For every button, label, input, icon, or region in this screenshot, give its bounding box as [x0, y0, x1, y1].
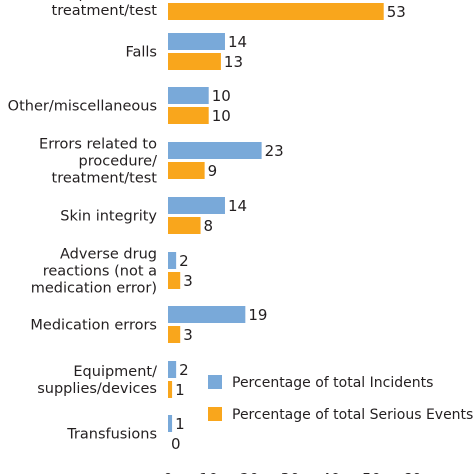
data-label: 3 [183, 326, 193, 344]
bar-incidents [168, 361, 177, 378]
category-label: Other/miscellaneous [8, 99, 157, 115]
x-tick-label: 20 [240, 470, 259, 474]
category-label: Medication errors [30, 318, 157, 334]
data-label: 10 [212, 87, 231, 105]
data-label: 0 [171, 435, 181, 453]
legend-swatch-incidents [208, 375, 222, 389]
bar-incidents [168, 197, 225, 214]
category-label: Errors related to procedure/treatment/tes… [39, 137, 157, 187]
bar-serious-events [168, 107, 209, 124]
x-tick-label: 60 [403, 470, 422, 474]
bar-incidents [168, 142, 262, 159]
category-label: Skin integrity [60, 209, 157, 225]
x-axis-tick-labels: 0 10 20 30 40 50 60 [163, 470, 422, 474]
category-label: Equipment/supplies/devices [37, 364, 157, 397]
category-label: Falls [125, 45, 157, 61]
data-label: 2 [179, 361, 189, 379]
bar-serious-events [168, 326, 181, 343]
data-label: 9 [208, 162, 218, 180]
bar-incidents [168, 252, 177, 269]
bar-incidents [168, 87, 209, 104]
data-label: 53 [387, 3, 406, 21]
bar-incidents [168, 306, 246, 323]
data-label: 3 [183, 272, 193, 290]
bar-serious-events [168, 53, 221, 70]
category-label: procedure/treatment/test [52, 0, 158, 19]
legend-swatch-serious-events [208, 407, 222, 421]
legend-label-serious-events: Percentage of total Serious Events [232, 407, 473, 423]
x-tick-label: 30 [281, 470, 300, 474]
x-tick-label: 40 [321, 470, 340, 474]
x-tick-label: 0 [163, 470, 173, 474]
data-label: 13 [224, 53, 243, 71]
bar-serious-events [168, 217, 201, 234]
bar-serious-events [168, 3, 384, 20]
bar-serious-events [168, 272, 181, 289]
data-label: 1 [175, 381, 185, 399]
legend-label-incidents: Percentage of total Incidents [232, 375, 433, 391]
bars [168, 3, 384, 432]
data-label: 10 [212, 107, 231, 125]
data-label: 14 [228, 197, 247, 215]
category-label: Transfusions [66, 427, 157, 443]
bar-incidents [168, 33, 225, 50]
x-tick-label: 50 [362, 470, 381, 474]
x-tick-label: 10 [199, 470, 218, 474]
data-label: 8 [204, 217, 214, 235]
bar-serious-events [168, 162, 205, 179]
category-labels: procedure/treatment/test Falls Other/misce… [8, 0, 158, 443]
data-label: 2 [179, 252, 189, 270]
data-label: 14 [228, 33, 247, 51]
category-label: Adverse drug reactions (not a medication e… [31, 247, 157, 297]
data-label: 1 [175, 415, 185, 433]
bar-incidents [168, 415, 173, 432]
data-label: 23 [265, 142, 284, 160]
data-label: 19 [248, 306, 267, 324]
bar-serious-events [168, 381, 173, 398]
legend: Percentage of total Incidents Percentage… [208, 375, 473, 423]
